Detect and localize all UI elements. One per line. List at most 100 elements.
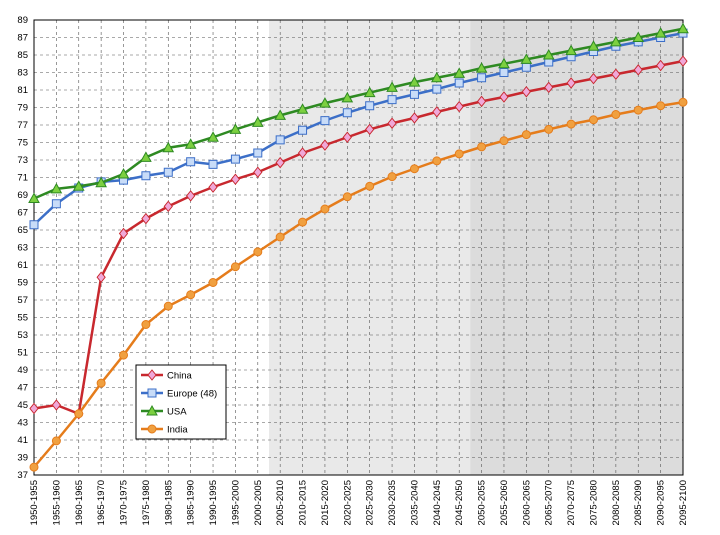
marker xyxy=(141,212,151,225)
marker xyxy=(72,180,85,191)
x-tick-label: 2000-2005 xyxy=(253,480,264,525)
x-tick-label: 1985-1990 xyxy=(186,480,197,525)
x-tick-label: 2050-2055 xyxy=(477,480,488,525)
marker xyxy=(95,176,107,188)
y-tick-label: 81 xyxy=(17,85,28,96)
x-tick-label: 1990-1995 xyxy=(208,480,219,525)
marker xyxy=(387,172,397,182)
x-tick-label: 2055-2060 xyxy=(499,480,510,525)
marker xyxy=(147,388,157,398)
plot-border xyxy=(33,19,684,476)
legend-label: USA xyxy=(167,407,187,418)
x-tick-label: 2030-2035 xyxy=(387,480,398,525)
marker xyxy=(186,290,196,300)
marker xyxy=(51,436,61,446)
marker xyxy=(207,131,219,142)
marker xyxy=(655,59,666,72)
x-tick-label: 2035-2040 xyxy=(409,480,420,525)
marker xyxy=(453,67,466,78)
marker xyxy=(229,123,242,134)
y-tick-label: 69 xyxy=(17,190,28,201)
marker xyxy=(499,136,509,146)
marker xyxy=(587,40,600,51)
marker xyxy=(656,101,666,111)
marker xyxy=(274,109,287,120)
x-tick-label: 2045-2050 xyxy=(454,480,465,525)
marker xyxy=(365,123,375,136)
marker xyxy=(208,159,218,169)
marker xyxy=(162,141,175,153)
marker xyxy=(565,44,577,56)
marker xyxy=(50,182,63,194)
marker xyxy=(611,68,621,81)
marker xyxy=(297,147,308,159)
marker xyxy=(454,149,464,159)
x-tick-label: 2085-2090 xyxy=(633,480,644,525)
marker xyxy=(409,112,420,124)
y-tick-label: 41 xyxy=(17,435,28,446)
marker xyxy=(521,85,531,98)
y-tick-label: 87 xyxy=(17,33,28,44)
marker xyxy=(163,167,173,177)
y-tick-label: 47 xyxy=(17,383,28,394)
y-tick-label: 55 xyxy=(17,313,28,324)
y-tick-label: 79 xyxy=(17,103,28,114)
y-tick-label: 39 xyxy=(17,453,28,464)
marker xyxy=(342,192,352,202)
marker xyxy=(499,91,509,103)
y-tick-label: 57 xyxy=(17,295,28,306)
marker xyxy=(96,378,106,388)
x-tick-label: 2060-2065 xyxy=(521,480,532,525)
x-tick-label: 2025-2030 xyxy=(365,480,376,525)
marker xyxy=(477,142,487,152)
marker xyxy=(678,55,688,67)
marker xyxy=(275,156,285,169)
marker xyxy=(387,95,397,105)
marker xyxy=(51,399,62,411)
x-tick-label: 2065-2070 xyxy=(544,480,555,525)
y-tick-label: 49 xyxy=(17,365,28,376)
marker xyxy=(408,76,421,87)
marker xyxy=(499,68,509,77)
marker xyxy=(542,48,555,60)
marker xyxy=(633,64,643,76)
marker xyxy=(319,97,331,108)
marker xyxy=(386,81,398,92)
marker xyxy=(275,232,285,242)
marker xyxy=(230,173,241,186)
x-tick-label: 2020-2025 xyxy=(342,480,353,525)
x-tick-label: 2090-2095 xyxy=(656,480,667,525)
marker xyxy=(119,350,129,360)
x-tick-label: 1965-1970 xyxy=(96,480,107,525)
marker xyxy=(432,84,442,94)
marker xyxy=(430,71,443,83)
marker xyxy=(342,131,352,144)
x-tick-label: 2075-2080 xyxy=(588,480,599,525)
marker xyxy=(186,190,196,202)
marker xyxy=(544,124,554,134)
y-tick-label: 65 xyxy=(17,225,28,236)
marker xyxy=(454,78,464,88)
marker xyxy=(566,77,576,89)
marker xyxy=(208,181,218,193)
marker xyxy=(678,97,688,107)
marker xyxy=(454,100,464,113)
marker xyxy=(184,138,197,149)
marker xyxy=(298,217,308,227)
marker xyxy=(387,117,397,130)
marker xyxy=(520,53,533,64)
x-tick-label: 1970-1975 xyxy=(119,480,130,525)
y-tick-label: 53 xyxy=(17,330,28,341)
x-tick-label: 1995-2000 xyxy=(230,480,241,525)
marker xyxy=(118,227,129,240)
legend-label: China xyxy=(167,371,193,382)
marker xyxy=(147,424,157,434)
marker xyxy=(253,148,263,158)
marker xyxy=(342,108,352,118)
y-tick-label: 77 xyxy=(17,120,28,131)
marker xyxy=(588,115,598,125)
legend-label: Europe (48) xyxy=(167,389,217,400)
marker xyxy=(29,220,39,230)
x-tick-label: 1950-1955 xyxy=(29,480,40,525)
x-tick-label: 2095-2100 xyxy=(678,480,689,525)
